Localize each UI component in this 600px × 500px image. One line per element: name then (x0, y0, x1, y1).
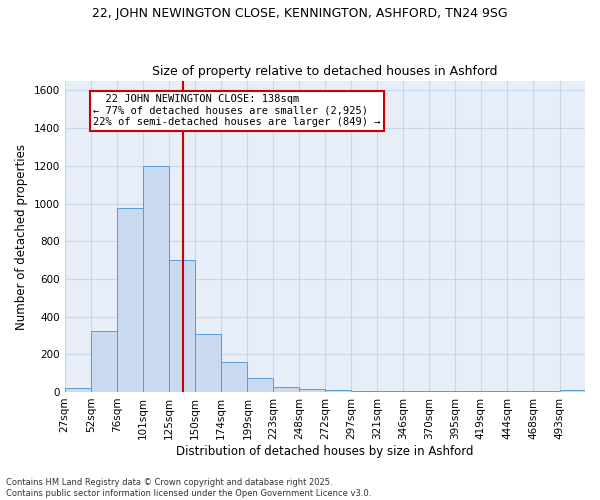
Bar (143, 166, 169, 392)
Bar (429, 391, 455, 392)
Bar (65, 388, 91, 392)
Bar (273, 387, 299, 392)
X-axis label: Distribution of detached houses by size in Ashford: Distribution of detached houses by size … (176, 444, 473, 458)
Bar (377, 391, 403, 392)
Text: Contains HM Land Registry data © Crown copyright and database right 2025.
Contai: Contains HM Land Registry data © Crown c… (6, 478, 371, 498)
Title: Size of property relative to detached houses in Ashford: Size of property relative to detached ho… (152, 66, 497, 78)
Bar (455, 391, 481, 392)
Bar (352, 391, 377, 392)
Bar (195, 334, 221, 392)
Y-axis label: Number of detached properties: Number of detached properties (15, 144, 28, 330)
Bar (403, 391, 429, 392)
Bar (508, 391, 533, 392)
Bar (221, 362, 247, 392)
Text: 22, JOHN NEWINGTON CLOSE, KENNINGTON, ASHFORD, TN24 9SG: 22, JOHN NEWINGTON CLOSE, KENNINGTON, AS… (92, 8, 508, 20)
Bar (533, 391, 560, 392)
Text: 22 JOHN NEWINGTON CLOSE: 138sqm
← 77% of detached houses are smaller (2,925)
22%: 22 JOHN NEWINGTON CLOSE: 138sqm ← 77% of… (94, 94, 381, 128)
Bar (169, 260, 195, 392)
Bar (247, 378, 273, 392)
Bar (481, 391, 508, 392)
Bar (325, 390, 352, 392)
Bar (91, 330, 117, 392)
Bar (117, 208, 143, 392)
Bar (560, 390, 585, 392)
Bar (299, 389, 325, 392)
